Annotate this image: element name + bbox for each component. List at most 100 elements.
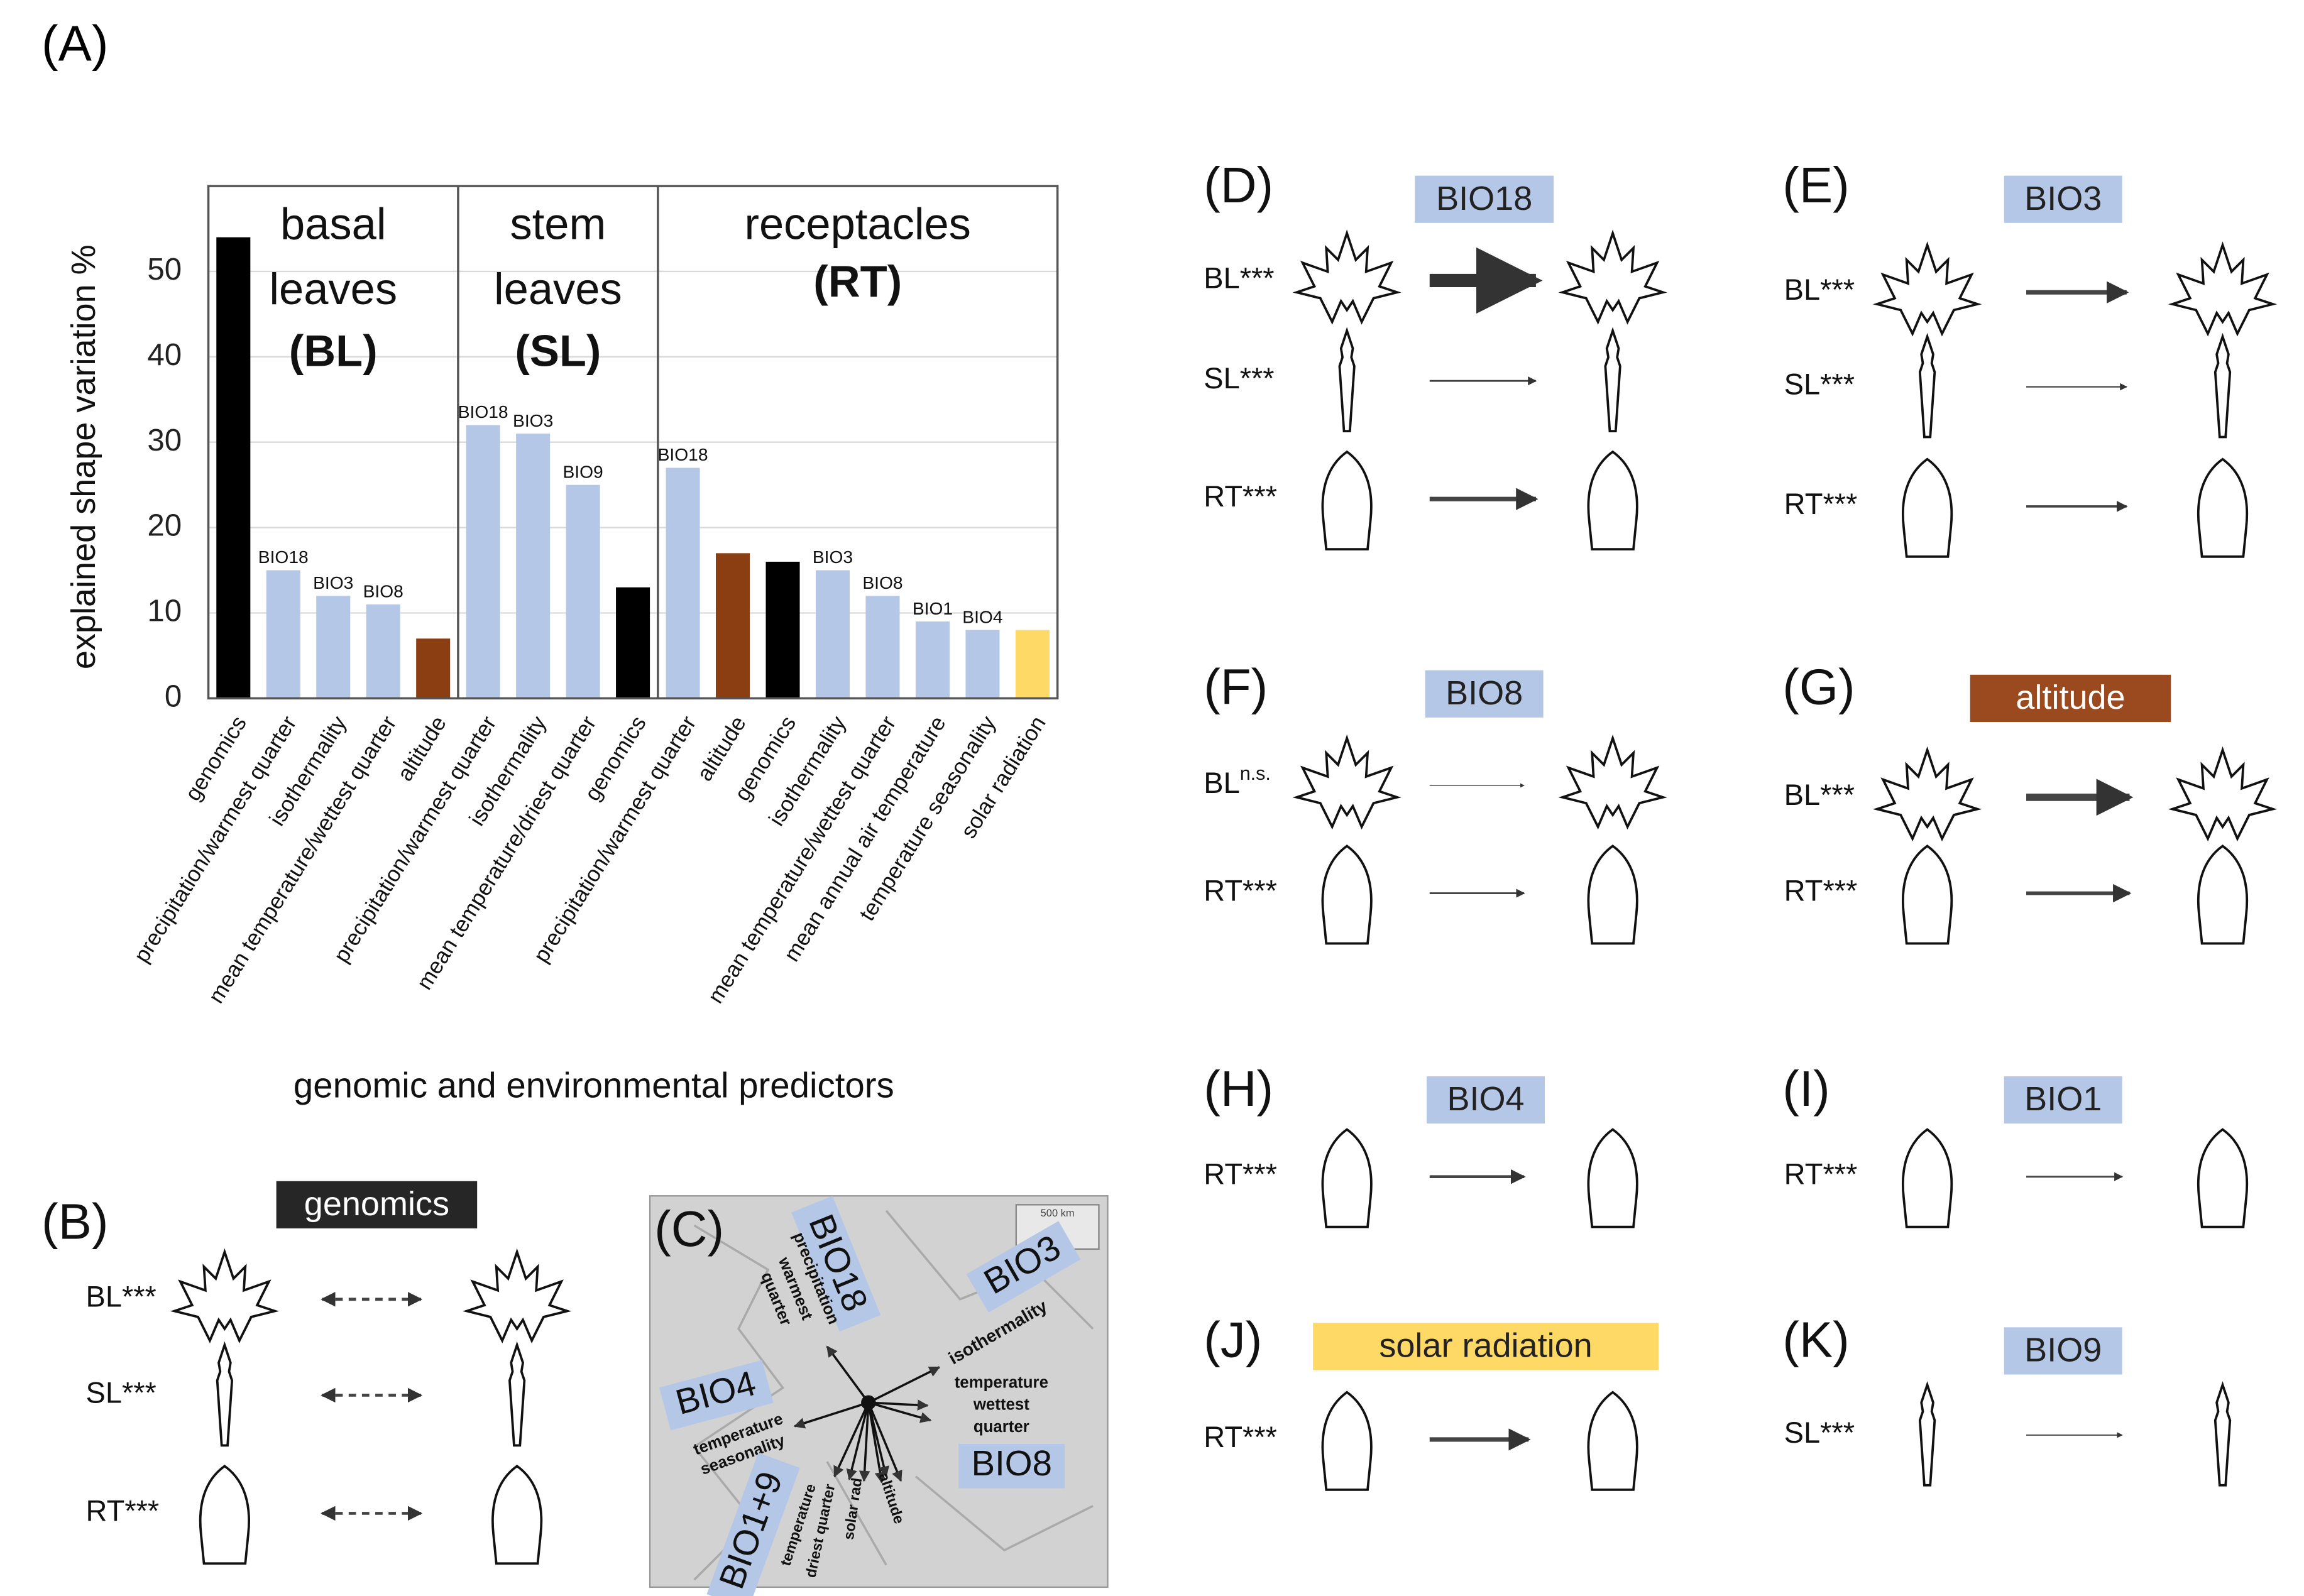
bar <box>915 621 950 699</box>
significance: *** <box>124 1494 159 1528</box>
significance: *** <box>1820 1416 1855 1449</box>
row-label: BLn.s. <box>1204 763 1271 799</box>
bar <box>266 570 300 699</box>
row-label: RT*** <box>1204 1420 1277 1453</box>
organ: RT <box>1784 1157 1823 1191</box>
map-tag-box <box>966 1221 1081 1313</box>
panel-letter: (J) <box>1204 1311 1262 1367</box>
bar <box>765 561 800 699</box>
bar <box>516 434 551 699</box>
shape-end <box>491 1465 543 1565</box>
significance: *** <box>122 1280 156 1313</box>
y-axis-label: explained shape variation % <box>65 244 102 669</box>
tag-label: BIO1 <box>2024 1080 2102 1118</box>
shape-start <box>1338 329 1356 432</box>
tag-box <box>2004 1327 2122 1375</box>
shape-end <box>1587 1391 1638 1491</box>
bar-label: BIO4 <box>962 606 1002 626</box>
bar <box>865 596 900 699</box>
panel-letter: (A) <box>41 15 108 71</box>
shape-start <box>1321 1128 1373 1228</box>
group-label: receptacles <box>744 199 970 248</box>
map-tag-box <box>958 1443 1065 1489</box>
map-arrow <box>859 1402 870 1482</box>
panel-letter: (I) <box>1782 1061 1829 1117</box>
shape-end <box>2197 457 2249 558</box>
bar <box>416 638 451 699</box>
tag-label: genomics <box>304 1185 449 1223</box>
shape-start <box>173 1250 277 1342</box>
row-label: RT*** <box>1204 874 1277 907</box>
tag-label: BIO9 <box>2024 1331 2102 1369</box>
row-label: SL*** <box>1204 362 1274 395</box>
shape-start <box>199 1465 251 1565</box>
significance: *** <box>1243 1157 1277 1191</box>
shape-start <box>1901 1128 1953 1228</box>
bar <box>216 237 251 699</box>
map-label: BIO8 <box>958 1443 1065 1489</box>
tag-box <box>276 1181 478 1228</box>
shape-end <box>465 1250 569 1342</box>
organ: RT <box>1204 1420 1243 1453</box>
map-center <box>861 1395 876 1410</box>
shape-end <box>508 1343 526 1447</box>
shape-start <box>216 1343 234 1447</box>
shape-start <box>1901 457 1953 558</box>
shape-end <box>2213 1384 2232 1487</box>
significance: *** <box>1240 362 1275 395</box>
bar <box>1015 630 1050 699</box>
panel-letter: (E) <box>1782 157 1849 213</box>
bar-label: BIO3 <box>313 572 353 593</box>
group-label: basal <box>280 199 387 248</box>
y-tick-label: 0 <box>165 679 182 713</box>
tag-box <box>2004 1076 2122 1124</box>
row-label: BL*** <box>1784 778 1855 811</box>
map-arrow <box>846 1402 870 1481</box>
shape-start <box>1875 748 1979 840</box>
bar <box>815 570 850 699</box>
shape-end <box>1604 329 1621 432</box>
shape-end <box>2197 1128 2249 1228</box>
map-arrow <box>867 1402 889 1478</box>
bar-label: BIO18 <box>258 547 309 567</box>
row-label: RT*** <box>1204 1157 1277 1191</box>
shape-start <box>1321 1391 1373 1491</box>
shape-end <box>1561 736 1664 828</box>
map-text: temperature <box>955 1374 1048 1391</box>
organ: RT <box>86 1494 125 1528</box>
map-tag-box <box>659 1360 774 1431</box>
map-tag-box <box>791 1196 881 1332</box>
shape-start <box>1295 736 1398 828</box>
plot-frame <box>207 185 1059 700</box>
group-label: leaves <box>494 264 622 314</box>
map-text: BIO8 <box>972 1443 1052 1483</box>
tag-label: BIO3 <box>2024 180 2102 217</box>
organ: BL <box>1784 778 1820 811</box>
significance: *** <box>122 1376 156 1409</box>
tag-label: BIO18 <box>1436 180 1532 217</box>
y-tick-label: 30 <box>147 423 182 457</box>
organ: SL <box>86 1376 122 1409</box>
bar <box>716 553 750 699</box>
shape-start <box>1901 844 1953 945</box>
shape-start <box>1875 244 1979 335</box>
significance: *** <box>1240 261 1275 295</box>
y-tick-label: 40 <box>147 337 182 372</box>
significance: *** <box>1243 874 1277 907</box>
panel-letter: (K) <box>1782 1311 1849 1367</box>
significance: *** <box>1823 487 1857 520</box>
bar <box>666 467 700 699</box>
significance: *** <box>1823 1157 1857 1191</box>
row-label: BL*** <box>86 1280 156 1313</box>
map-text: wettest <box>973 1396 1029 1414</box>
shape-start <box>1295 232 1398 324</box>
group-label: leaves <box>269 264 397 314</box>
tag-box <box>1415 175 1554 223</box>
bar <box>466 425 500 699</box>
organ: RT <box>1204 874 1243 907</box>
organ: BL <box>86 1280 122 1313</box>
shape-end <box>2213 335 2232 439</box>
row-label: BL*** <box>1784 273 1855 307</box>
organ: RT <box>1784 874 1823 907</box>
group-abbr: (BL) <box>289 326 378 376</box>
